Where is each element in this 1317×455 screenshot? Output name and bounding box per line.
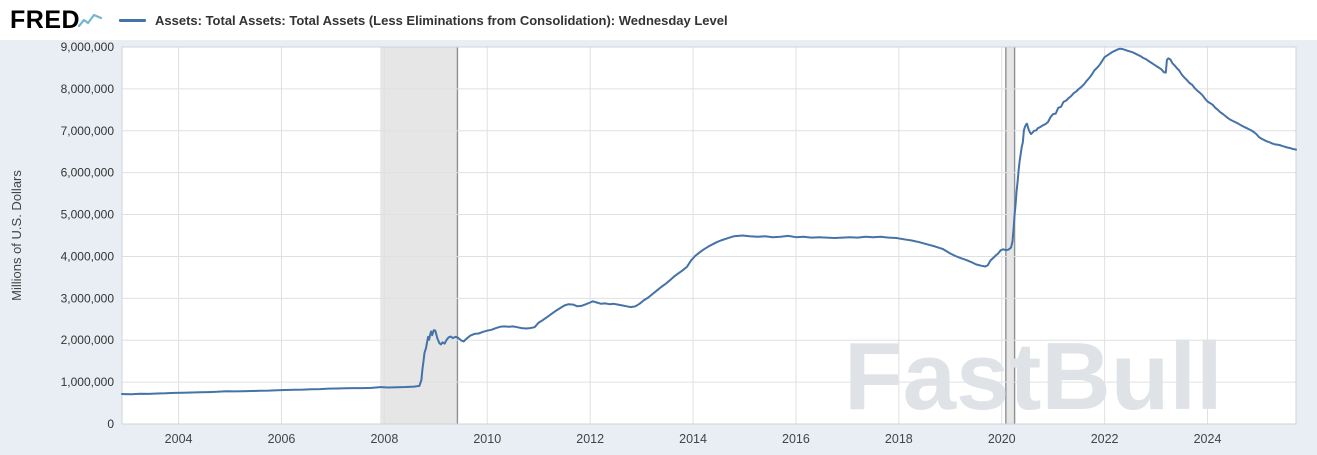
y-tick-label: 5,000,000	[61, 208, 115, 222]
chart-legend: Assets: Total Assets: Total Assets (Less…	[119, 0, 728, 40]
watermark: FastBull	[844, 323, 1223, 430]
x-tick-label: 2006	[268, 432, 296, 446]
chart-region: 0 1,000,000 2,000,000 3,000,000 4,000,000 5,0…	[0, 40, 1317, 455]
x-tick-label: 2024	[1194, 432, 1222, 446]
y-tick-label: 7,000,000	[61, 124, 115, 138]
plot-area	[122, 47, 1296, 424]
plot-border	[121, 46, 1297, 425]
x-tick-label: 2018	[885, 432, 913, 446]
x-tick-label: 2010	[473, 432, 501, 446]
x-tick-label: 2008	[370, 432, 398, 446]
y-tick-label: 3,000,000	[61, 291, 115, 305]
recession-band	[380, 47, 458, 424]
y-axis-title: Millions of U.S. Dollars	[9, 170, 24, 301]
x-tick-label: 2004	[165, 432, 193, 446]
recession-band	[1005, 47, 1015, 424]
y-tick-label: 8,000,000	[61, 82, 115, 96]
legend-line-swatch	[119, 18, 146, 22]
y-tick-label: 1,000,000	[61, 375, 115, 389]
x-tick-label: 2014	[679, 432, 707, 446]
x-tick-label: 2012	[576, 432, 604, 446]
sparkline-chart-icon	[78, 13, 102, 28]
chart-header: FRED Assets: Total Assets: Total Assets …	[0, 0, 1317, 40]
y-tick-label: 2,000,000	[61, 333, 115, 347]
x-tick-label: 2016	[782, 432, 810, 446]
legend-series-label: Assets: Total Assets: Total Assets (Less…	[155, 12, 728, 28]
y-tick-label: 4,000,000	[61, 249, 115, 263]
y-tick-label: 6,000,000	[61, 166, 115, 180]
y-tick-label: 0	[107, 417, 114, 431]
x-tick-label: 2020	[988, 432, 1016, 446]
x-tick-label: 2022	[1091, 432, 1119, 446]
y-tick-label: 9,000,000	[61, 40, 115, 54]
series-line	[121, 47, 1297, 396]
fred-logo: FRED	[10, 6, 81, 34]
chart-plot-surface[interactable]: 0 1,000,000 2,000,000 3,000,000 4,000,000 5,0…	[0, 40, 1317, 455]
